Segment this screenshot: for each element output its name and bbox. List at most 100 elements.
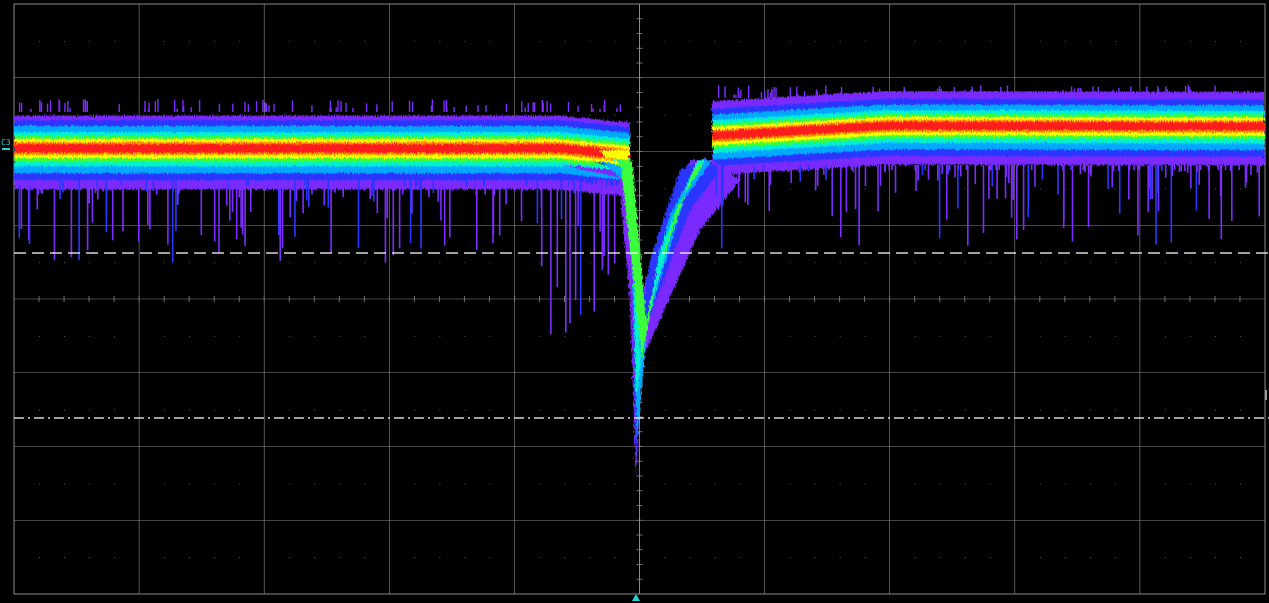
noise-spike bbox=[1128, 165, 1130, 200]
noise-spike bbox=[155, 101, 156, 112]
noise-spike bbox=[949, 165, 951, 171]
graticule-dot bbox=[114, 410, 115, 411]
graticule-dot bbox=[339, 115, 340, 116]
graticule-dot bbox=[990, 483, 991, 484]
noise-spike bbox=[393, 180, 395, 255]
graticule-dot bbox=[840, 483, 841, 484]
noise-spike bbox=[174, 100, 175, 112]
graticule-dot bbox=[64, 483, 65, 484]
noise-spike bbox=[719, 165, 721, 170]
noise-spike bbox=[1151, 165, 1153, 199]
noise-spike bbox=[946, 165, 948, 220]
noise-spike bbox=[311, 105, 312, 112]
noise-spike bbox=[561, 180, 563, 219]
noise-spike bbox=[1118, 88, 1119, 98]
noise-spike bbox=[592, 108, 593, 112]
graticule-dot bbox=[1040, 262, 1041, 263]
noise-spike bbox=[1083, 165, 1085, 170]
graticule-dot bbox=[39, 483, 40, 484]
noise-spike bbox=[183, 106, 184, 112]
noise-spike bbox=[748, 86, 749, 98]
graticule-dot bbox=[1165, 188, 1166, 189]
noise-spike bbox=[485, 105, 486, 112]
graticule-dot bbox=[1090, 410, 1091, 411]
noise-spike bbox=[954, 87, 955, 98]
graticule-dot bbox=[614, 115, 615, 116]
noise-spike bbox=[282, 180, 284, 248]
noise-spike bbox=[19, 180, 21, 238]
noise-spike bbox=[840, 165, 842, 237]
graticule-dot bbox=[164, 336, 165, 337]
graticule-dot bbox=[665, 41, 666, 42]
noise-spike bbox=[1257, 165, 1259, 173]
noise-spike bbox=[417, 180, 419, 185]
graticule-dot bbox=[1190, 410, 1191, 411]
graticule-dot bbox=[815, 410, 816, 411]
trigger-position-marker-icon[interactable] bbox=[632, 594, 640, 601]
graticule-dot bbox=[665, 557, 666, 558]
noise-spike bbox=[753, 165, 755, 179]
noise-spike bbox=[238, 180, 240, 197]
graticule-dot bbox=[539, 262, 540, 263]
noise-spike bbox=[244, 180, 246, 246]
noise-spike bbox=[975, 94, 976, 98]
graticule-dot bbox=[1065, 41, 1066, 42]
noise-spike bbox=[449, 180, 451, 237]
noise-spike bbox=[771, 89, 772, 98]
noise-spike bbox=[1231, 165, 1233, 221]
noise-spike bbox=[250, 180, 252, 195]
graticule-dot bbox=[39, 410, 40, 411]
noise-spike bbox=[204, 180, 206, 185]
noise-spike bbox=[83, 100, 84, 113]
noise-spike bbox=[214, 180, 216, 241]
noise-spike bbox=[928, 165, 930, 180]
graticule-dot bbox=[715, 410, 716, 411]
graticule-dot bbox=[464, 410, 465, 411]
graticule-dot bbox=[564, 483, 565, 484]
noise-spike bbox=[716, 165, 718, 196]
noise-spike bbox=[865, 165, 867, 186]
noise-spike bbox=[47, 104, 48, 112]
graticule-dot bbox=[665, 188, 666, 189]
noise-spike bbox=[1042, 165, 1044, 180]
graticule-dot bbox=[715, 336, 716, 337]
noise-spike bbox=[841, 87, 842, 98]
noise-spike bbox=[410, 180, 412, 243]
noise-spike bbox=[550, 180, 552, 334]
noise-spike bbox=[1111, 165, 1113, 187]
graticule-dot bbox=[1190, 557, 1191, 558]
graticule-dot bbox=[940, 41, 941, 42]
noise-spike bbox=[537, 180, 539, 223]
noise-spike bbox=[608, 180, 610, 275]
graticule-dot bbox=[690, 483, 691, 484]
graticule-dot bbox=[539, 336, 540, 337]
noise-spike bbox=[1028, 165, 1030, 204]
noise-spike bbox=[915, 165, 917, 191]
noise-spike bbox=[498, 180, 500, 188]
graticule-dot bbox=[39, 557, 40, 558]
noise-spike bbox=[1088, 165, 1090, 227]
graticule-dot bbox=[840, 41, 841, 42]
graticule-dot bbox=[439, 336, 440, 337]
graticule-dot bbox=[865, 336, 866, 337]
noise-spike bbox=[476, 180, 478, 250]
noise-spike bbox=[50, 100, 51, 112]
graticule-dot bbox=[114, 483, 115, 484]
noise-spike bbox=[319, 180, 321, 187]
noise-spike bbox=[804, 91, 805, 98]
noise-spike bbox=[808, 165, 810, 171]
graticule-dot bbox=[314, 557, 315, 558]
channel-ground-marker-icon[interactable] bbox=[2, 148, 10, 150]
graticule-dot bbox=[690, 115, 691, 116]
noise-spike bbox=[1180, 165, 1182, 171]
noise-spike bbox=[358, 180, 360, 248]
graticule-dot bbox=[740, 41, 741, 42]
graticule-dot bbox=[564, 410, 565, 411]
graticule-dot bbox=[965, 188, 966, 189]
graticule-dot bbox=[1215, 483, 1216, 484]
noise-spike bbox=[175, 180, 177, 231]
noise-spike bbox=[577, 106, 578, 112]
noise-spike bbox=[242, 180, 244, 234]
trigger-level-marker-icon[interactable] bbox=[1265, 390, 1267, 400]
graticule-dot bbox=[89, 115, 90, 116]
